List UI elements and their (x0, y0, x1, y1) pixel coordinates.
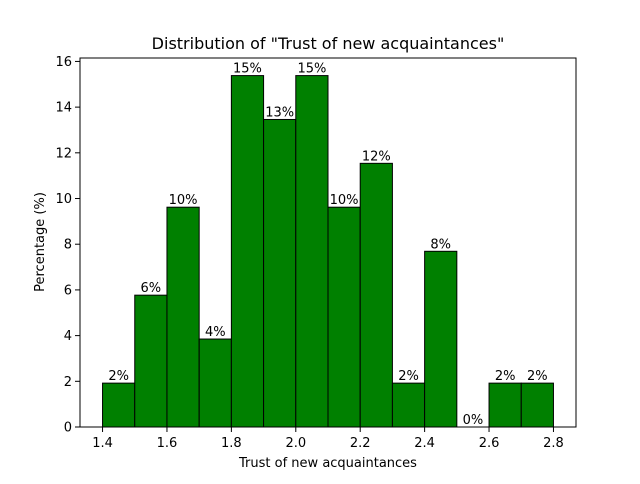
y-axis-label: Percentage (%) (33, 192, 48, 292)
x-axis-label: Trust of new acquaintances (238, 456, 417, 471)
bar-percentage-label: 15% (297, 62, 326, 77)
x-tick-label: 1.8 (221, 436, 242, 451)
bar-percentage-label: 0% (463, 413, 484, 428)
bar-percentage-label: 8% (430, 237, 451, 252)
histogram-bar (166, 206, 200, 428)
bar-percentage-label: 15% (233, 62, 262, 77)
bar-percentage-label: 10% (330, 193, 359, 208)
histogram-bar (488, 382, 522, 428)
y-tick-label: 0 (64, 421, 72, 436)
x-tick-label: 2.0 (285, 436, 306, 451)
y-tick-label: 4 (64, 329, 72, 344)
y-tick-label: 10 (55, 192, 72, 207)
bars-group (102, 75, 554, 428)
histogram-bar (295, 75, 329, 428)
bar-percentage-label: 2% (108, 369, 129, 384)
y-tick-label: 14 (55, 101, 72, 116)
bar-labels-group: 2% 6% 10% 4% 15% 13% 15% 10% 12% 2% 8% 0% 2% 2% (108, 62, 547, 428)
x-tick-label: 2.4 (414, 436, 435, 451)
histogram-bar (230, 75, 265, 428)
histogram-bar (359, 162, 393, 428)
bar-percentage-label: 2% (527, 369, 548, 384)
bar-percentage-label: 2% (398, 369, 419, 384)
y-tick-label: 6 (64, 283, 72, 298)
histogram-bar (134, 294, 168, 428)
y-axis-ticks: 0 2 4 6 8 10 12 14 16 (55, 55, 80, 436)
x-tick-label: 2.6 (479, 436, 500, 451)
chart-title: Distribution of "Trust of new acquaintan… (152, 34, 505, 53)
histogram-bar (102, 382, 136, 428)
x-tick-label: 1.4 (92, 436, 113, 451)
x-tick-label: 2.2 (350, 436, 371, 451)
bar-percentage-label: 12% (362, 149, 391, 164)
y-tick-label: 12 (55, 146, 72, 161)
bar-percentage-label: 2% (495, 369, 516, 384)
y-tick-label: 16 (55, 55, 72, 70)
histogram-bar (198, 338, 232, 428)
bar-percentage-label: 13% (265, 105, 294, 120)
x-tick-label: 2.8 (543, 436, 564, 451)
x-tick-label: 1.6 (157, 436, 178, 451)
y-tick-label: 2 (64, 375, 72, 390)
histogram-bar (424, 250, 458, 428)
histogram-bar (391, 382, 426, 428)
histogram-bar (327, 206, 361, 428)
histogram-bar (520, 382, 554, 428)
y-tick-label: 8 (64, 238, 72, 253)
bar-percentage-label: 4% (205, 325, 226, 340)
bar-percentage-label: 6% (141, 281, 162, 296)
bar-percentage-label: 10% (169, 193, 198, 208)
histogram-bar (263, 118, 297, 428)
plot-area-frame (79, 57, 577, 428)
x-axis-ticks: 1.4 1.6 1.8 2.0 2.2 2.4 2.6 2.8 (92, 427, 564, 451)
